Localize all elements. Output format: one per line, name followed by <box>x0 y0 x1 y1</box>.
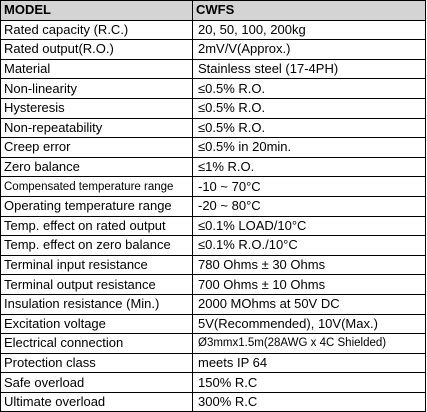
param-label: Rated output(R.O.) <box>0 39 193 60</box>
param-value: meets IP 64 <box>192 352 426 374</box>
table-row: Electrical connection Ø3mmx1.5m(28AWG x … <box>0 333 426 354</box>
table-row: Terminal input resistance 780 Ohms ± 30 … <box>0 254 426 276</box>
table-row: Zero balance ≤1% R.O. <box>0 156 426 178</box>
param-label: Hysteresis <box>0 97 193 119</box>
param-value: ≤1% R.O. <box>192 156 426 178</box>
table-header-row: MODEL CWFS <box>0 0 426 21</box>
param-label: Protection class <box>0 352 193 374</box>
param-value: ≤0.5% R.O. <box>192 97 426 119</box>
param-value: ≤0.5% in 20min. <box>192 137 426 158</box>
model-label: MODEL <box>0 0 193 21</box>
model-value: CWFS <box>192 0 426 21</box>
param-label: Creep error <box>0 137 193 158</box>
param-label: Temp. effect on zero balance <box>0 235 193 256</box>
param-label: Excitation voltage <box>0 313 193 335</box>
param-label: Ultimate overload <box>0 391 193 412</box>
table-row: Safe overload 150% R.C <box>0 372 426 393</box>
param-value: 2000 MOhms at 50V DC <box>192 293 426 315</box>
param-value: Stainless steel (17-4PH) <box>192 58 426 80</box>
table-row: Excitation voltage 5V(Recommended), 10V(… <box>0 313 426 335</box>
param-value: ≤0.5% R.O. <box>192 117 426 139</box>
param-value: 2mV/V(Approx.) <box>192 39 426 60</box>
param-value: ≤0.5% R.O. <box>192 78 426 99</box>
table-row: Temp. effect on zero balance ≤0.1% R.O./… <box>0 235 426 256</box>
param-label: Compensated temperature range <box>0 176 193 197</box>
param-value: 780 Ohms ± 30 Ohms <box>192 254 426 276</box>
param-value: 300% R.C <box>192 391 426 412</box>
param-value: -20 ~ 80°C <box>192 195 426 217</box>
param-label: Operating temperature range <box>0 195 193 217</box>
table-row: Rated capacity (R.C.) 20, 50, 100, 200kg <box>0 19 426 41</box>
table-row: Material Stainless steel (17-4PH) <box>0 58 426 80</box>
param-label: Terminal output resistance <box>0 274 193 295</box>
param-label: Zero balance <box>0 156 193 178</box>
table-row: Terminal output resistance 700 Ohms ± 10… <box>0 274 426 295</box>
param-label: Non-repeatability <box>0 117 193 139</box>
param-label: Rated capacity (R.C.) <box>0 19 193 41</box>
table-row: Protection class meets IP 64 <box>0 352 426 374</box>
param-value: ≤0.1% LOAD/10°C <box>192 215 426 237</box>
param-label: Electrical connection <box>0 333 193 354</box>
table-row: Compensated temperature range -10 ~ 70°C <box>0 176 426 197</box>
param-value: 5V(Recommended), 10V(Max.) <box>192 313 426 335</box>
param-label: Material <box>0 58 193 80</box>
table-row: Non-linearity ≤0.5% R.O. <box>0 78 426 99</box>
table-row: Temp. effect on rated output ≤0.1% LOAD/… <box>0 215 426 237</box>
table-row: Creep error ≤0.5% in 20min. <box>0 137 426 158</box>
param-value: 700 Ohms ± 10 Ohms <box>192 274 426 295</box>
param-value: -10 ~ 70°C <box>192 176 426 197</box>
table-row: Insulation resistance (Min.) 2000 MOhms … <box>0 293 426 315</box>
table-row: Hysteresis ≤0.5% R.O. <box>0 97 426 119</box>
param-value: 150% R.C <box>192 372 426 393</box>
param-label: Non-linearity <box>0 78 193 99</box>
table-row: Non-repeatability ≤0.5% R.O. <box>0 117 426 139</box>
param-value: ≤0.1% R.O./10°C <box>192 235 426 256</box>
param-label: Terminal input resistance <box>0 254 193 276</box>
param-label: Safe overload <box>0 372 193 393</box>
table-row: Ultimate overload 300% R.C <box>0 391 426 412</box>
param-value: Ø3mmx1.5m(28AWG x 4C Shielded) <box>192 333 426 354</box>
param-value: 20, 50, 100, 200kg <box>192 19 426 41</box>
table-row: Rated output(R.O.) 2mV/V(Approx.) <box>0 39 426 60</box>
param-label: Temp. effect on rated output <box>0 215 193 237</box>
param-label: Insulation resistance (Min.) <box>0 293 193 315</box>
table-row: Operating temperature range -20 ~ 80°C <box>0 195 426 217</box>
